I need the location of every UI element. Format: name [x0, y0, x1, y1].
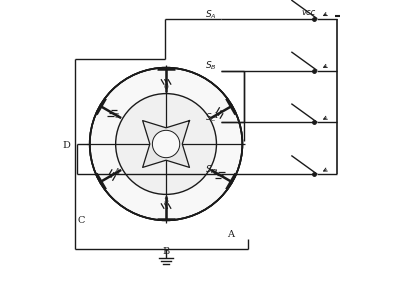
Text: 5: 5 [114, 111, 119, 120]
Text: 4: 4 [114, 168, 119, 177]
Text: B: B [162, 247, 170, 257]
Text: A: A [228, 230, 234, 239]
Circle shape [152, 130, 180, 158]
Text: 3: 3 [164, 197, 168, 205]
Text: C: C [77, 216, 85, 225]
Text: 1: 1 [213, 111, 218, 120]
Circle shape [90, 68, 243, 220]
Text: $S_{C}$: $S_{C}$ [205, 112, 217, 124]
Circle shape [116, 94, 217, 194]
Text: $S_{A}$: $S_{A}$ [205, 8, 217, 21]
Text: 0: 0 [164, 83, 168, 91]
Polygon shape [142, 121, 190, 167]
Text: $S_{B}$: $S_{B}$ [205, 60, 217, 73]
Text: 2: 2 [213, 168, 218, 177]
Text: D: D [63, 141, 71, 150]
Text: $S_{D}$: $S_{D}$ [205, 164, 217, 176]
Text: vcc: vcc [302, 8, 316, 18]
